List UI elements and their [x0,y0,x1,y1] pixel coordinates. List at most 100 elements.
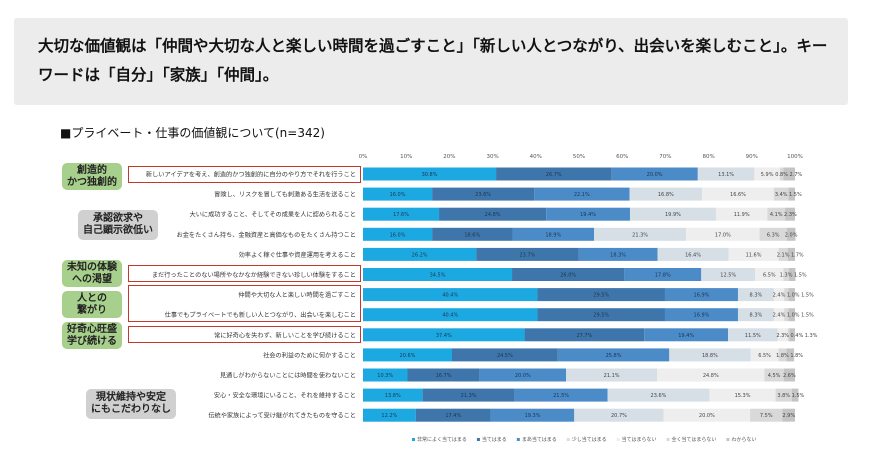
bar-segment [783,167,795,181]
bar-segment [773,308,785,322]
bar-segment [537,308,665,322]
data-label: 8.3% [750,313,763,319]
legend-swatch [666,438,670,441]
bar-segment [791,388,799,402]
group-label-status-quo: 現状維持や安定 にもこだわりなし [86,389,176,419]
bar-segment [783,268,789,281]
data-label: 7.5% [760,413,773,419]
x-tick-label: 30% [486,154,498,160]
group-text: 人との 繋がり [77,292,107,316]
data-label: 40.4% [442,293,458,299]
data-label: 0.4% [791,333,804,339]
bar-segment [759,227,787,241]
data-label: 16.8% [658,192,674,198]
data-label: 1.8% [776,353,789,359]
data-label: 11.5% [745,333,761,339]
bar-segment [363,268,513,281]
bar-segment [778,247,788,261]
category-label: 冒険し、リスクを冒しても刺激ある生活を送ること [214,191,356,199]
bar-segment [363,408,416,422]
data-label: 29.5% [593,293,609,299]
group-label-curiosity: 好奇心旺盛 学び続ける [62,322,122,349]
bar-segment [773,187,789,201]
legend-swatch [616,438,620,441]
bar-segment [728,247,779,261]
data-label: 26.0% [560,273,576,279]
legend-label: 少し当てはまる [572,436,607,443]
category-label: 新しいアイデアを考え、創造的かつ独創的に自分のやり方でそれを行うこと [146,171,356,179]
bar-segment [363,167,497,181]
x-tick-label: 80% [702,154,714,160]
bar-segment [407,368,480,382]
data-label: 25.8% [606,353,622,359]
bar-segment [737,288,774,302]
data-label: 1.5% [789,192,802,198]
data-label: 34.5% [430,273,446,279]
data-label: 13.8% [385,393,401,399]
bar-segment [578,247,658,261]
bar-segment [512,268,625,281]
x-tick-label: 50% [573,154,585,160]
bar-segment [363,187,433,201]
data-label: 19.4% [678,333,694,339]
data-label: 1.5% [792,393,805,399]
summary-note: 大切な価値観は「仲間や大切な人と楽しい時間を過ごすこと」「新しい人とつながり、出… [14,18,848,105]
bar-segment [363,328,525,342]
bar-segment [782,408,795,422]
category-label: 仕事でもプライベートでも新しい人とつながり、出会いを楽しむこと [165,311,356,319]
data-label: 2.0% [785,232,798,238]
bar-segment [574,408,664,422]
data-label: 2.3% [784,212,797,218]
bar-segment [607,388,710,402]
summary-text: 大切な価値観は「仲間や大切な人と楽しい時間を過ごすこと」「新しい人とつながり、出… [38,37,828,84]
data-label: 16.0% [390,192,406,198]
data-label: 1.3% [780,273,793,279]
bar-segment [514,388,608,402]
group-text: 未知の体験 への渇望 [67,261,117,285]
data-label: 20.0% [515,373,531,379]
data-label: 21.5% [553,393,569,399]
data-label: 21.3% [461,393,477,399]
data-label: 16.9% [694,293,710,299]
group-text: 創造的 かつ独創的 [67,164,117,188]
data-label: 15.3% [735,393,751,399]
data-label: 12.2% [381,413,397,419]
data-label: 8.3% [750,293,763,299]
data-label: 2.4% [773,293,786,299]
bar-segment [363,207,440,221]
category-label: 社会の利益のために何かすること [263,351,356,359]
legend-label: まあ当てはまる [522,436,557,443]
data-label: 18.9% [545,232,561,238]
bar-segment [664,288,738,302]
category-label: お金をたくさん持ち、金融資産と高価なものをたくさん持つこと [177,231,356,239]
x-tick-label: 40% [530,154,542,160]
bar-segment [363,247,477,261]
data-label: 16.0% [390,232,406,238]
data-label: 17.8% [655,273,671,279]
data-label: 19.4% [580,212,596,218]
bar-segment [702,187,774,201]
data-label: 18.3% [610,252,626,258]
data-label: 1.5% [801,313,814,319]
highlight-box [128,326,361,343]
data-label: 24.5% [497,353,513,359]
data-label: 22.1% [574,192,590,198]
legend-swatch [566,438,570,441]
bar-segment [644,328,729,342]
data-label: 2.3% [776,333,789,339]
bar-segment [624,268,702,281]
legend-label: 全く当てはまらない [672,436,717,443]
bar-segment [432,187,535,201]
category-label: 常に好奇心を失わず、新しいことを学び続けること [214,331,356,339]
bar-segment [750,408,783,422]
data-label: 6.5% [763,273,776,279]
data-label: 29.5% [593,313,609,319]
legend-swatch [476,438,480,441]
legend-label: 当てはまる [482,436,507,443]
bar-segment [546,207,630,221]
bar-segment [764,368,784,382]
data-label: 24.8% [703,373,719,379]
bar-segment [737,308,774,322]
bar-segment [767,207,786,221]
